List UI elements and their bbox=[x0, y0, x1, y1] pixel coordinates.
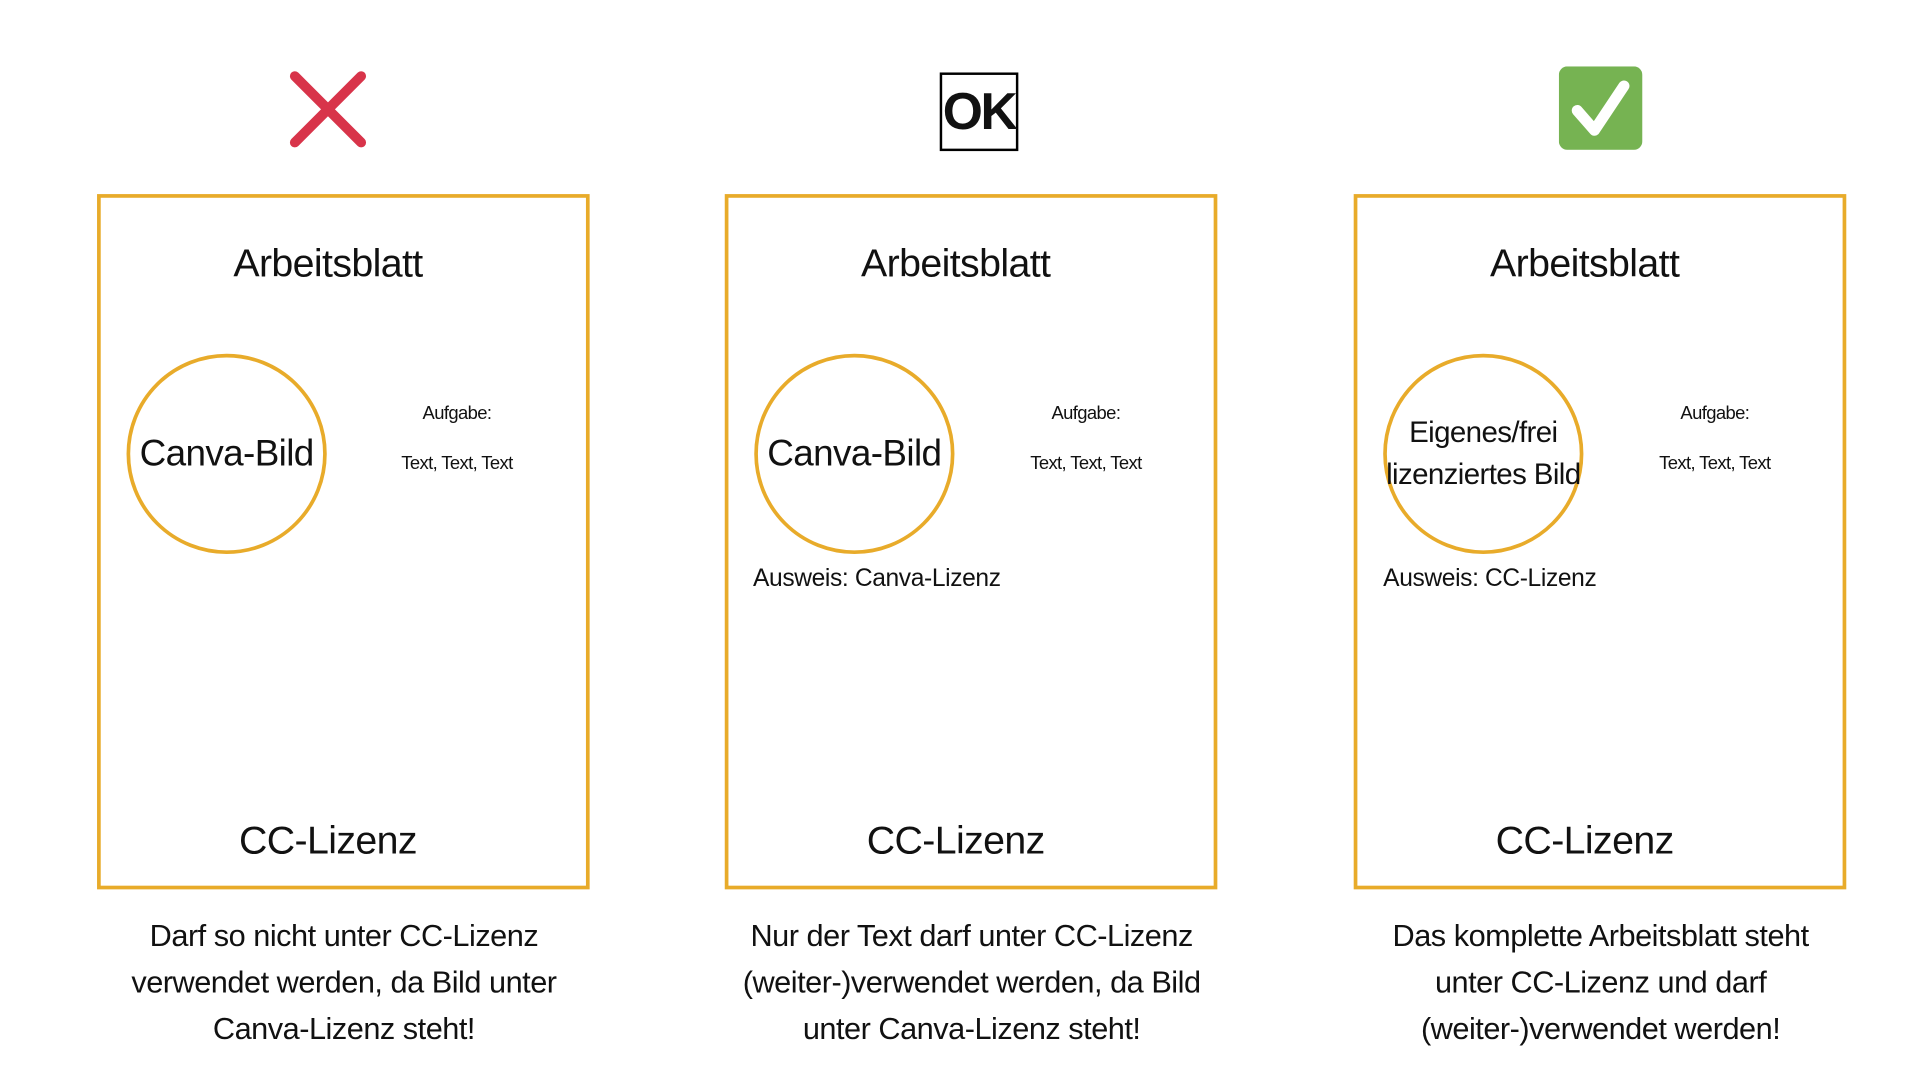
ok-icon: OK bbox=[939, 72, 1019, 152]
license-footer: CC-Lizenz bbox=[1495, 818, 1675, 863]
image-label: lizenziertes Bild bbox=[1386, 457, 1581, 491]
worksheet-frame bbox=[1353, 194, 1847, 890]
cross-icon bbox=[289, 71, 367, 148]
worksheet-frame bbox=[724, 194, 1218, 890]
caption: Nur der Text darf unter CC-Lizenz (weite… bbox=[689, 913, 1254, 1053]
caption-line: verwendet werden, da Bild unter bbox=[131, 965, 557, 1000]
worksheet-title: Arbeitsblatt bbox=[1490, 240, 1680, 285]
caption-line: Nur der Text darf unter CC-Lizenz bbox=[750, 918, 1193, 954]
worksheet-title: Arbeitsblatt bbox=[233, 240, 423, 285]
caption-line: Canva-Lizenz steht! bbox=[212, 1012, 476, 1047]
license-note: Ausweis: CC-Lizenz bbox=[1383, 565, 1597, 593]
image-placeholder: Eigenes/frei lizenziertes Bild bbox=[1383, 353, 1584, 555]
caption-line: unter CC-Lizenz und darf bbox=[1434, 965, 1767, 1000]
image-label: Eigenes/frei bbox=[1409, 415, 1558, 449]
task-text: Text, Text, Text bbox=[1030, 453, 1142, 475]
task-label: Aufgabe: bbox=[1051, 402, 1121, 424]
caption-line: unter Canva-Lizenz steht! bbox=[802, 1012, 1141, 1047]
image-placeholder: Canva-Bild bbox=[754, 353, 955, 555]
worksheet-title: Arbeitsblatt bbox=[861, 240, 1051, 285]
license-note: Ausweis: Canva-Lizenz bbox=[753, 565, 1001, 593]
caption-line: (weiter-)verwendet werden! bbox=[1420, 1012, 1781, 1047]
worksheet-frame bbox=[97, 194, 590, 890]
task-label: Aufgabe: bbox=[1680, 402, 1750, 424]
license-footer: CC-Lizenz bbox=[239, 818, 418, 863]
caption-line: Darf so nicht unter CC-Lizenz bbox=[149, 918, 539, 954]
task-text: Text, Text, Text bbox=[1659, 453, 1771, 475]
caption: Darf so nicht unter CC-Lizenz verwendet … bbox=[61, 913, 626, 1053]
caption-line: Das komplette Arbeitsblatt steht bbox=[1392, 918, 1810, 954]
task-label: Aufgabe: bbox=[422, 402, 492, 424]
image-label: Canva-Bild bbox=[139, 433, 315, 474]
check-icon bbox=[1558, 66, 1643, 150]
image-placeholder: Canva-Bild bbox=[126, 353, 327, 555]
caption: Das komplette Arbeitsblatt steht unter C… bbox=[1318, 913, 1883, 1053]
image-label: Canva-Bild bbox=[767, 433, 942, 474]
task-text: Text, Text, Text bbox=[401, 453, 513, 475]
license-footer: CC-Lizenz bbox=[866, 818, 1046, 863]
caption-line: (weiter-)verwendet werden, da Bild bbox=[742, 965, 1201, 1000]
